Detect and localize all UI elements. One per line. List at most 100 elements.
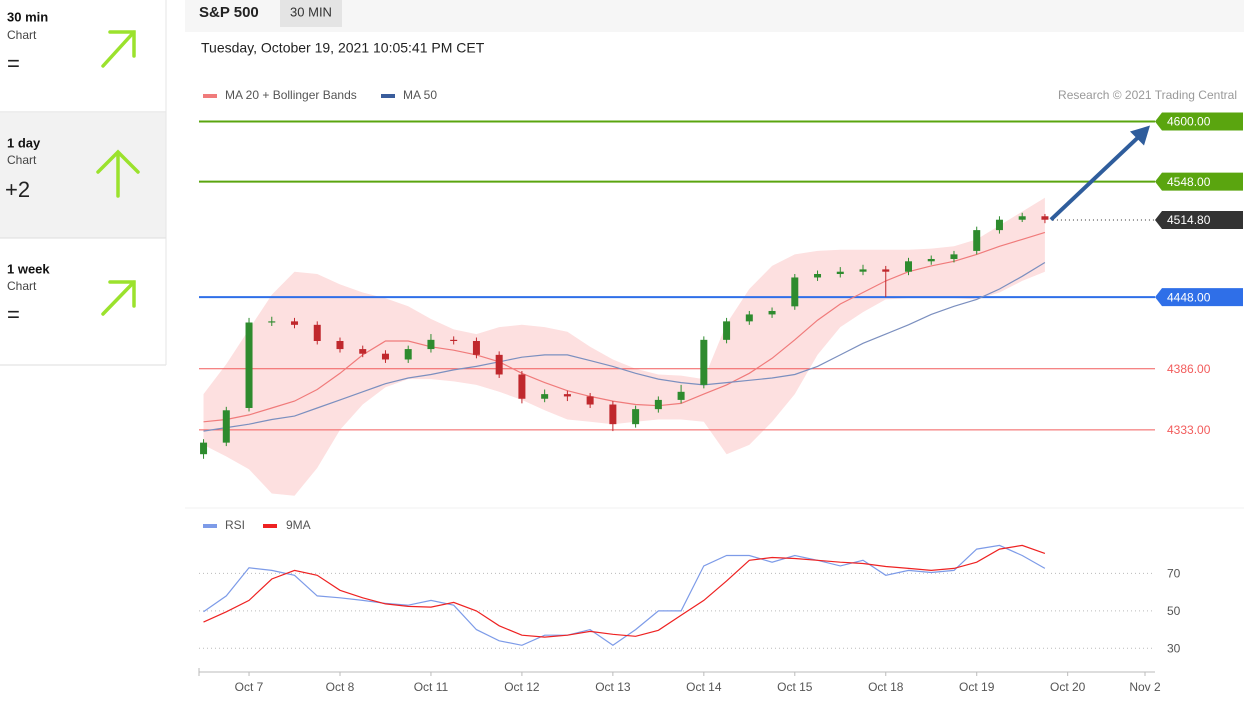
candle-body [381,353,389,360]
period: 1 day [7,135,41,150]
arrow-icon [96,149,140,198]
level-label: 4386.00 [1167,362,1211,376]
candle-body [791,277,799,307]
level-tag [1155,172,1243,191]
bollinger-band [203,197,1045,496]
datetime: Tuesday, October 19, 2021 10:05:41 PM CE… [201,40,485,56]
candle-body [450,339,458,341]
legend-swatch [203,94,217,98]
legend-label: 9MA [286,518,311,532]
legend-swatch [263,524,277,528]
candle-body [586,396,594,405]
signal: = [7,51,20,76]
plot-area: 4600.00 4548.00 4514.80 4448.00 4386.00 4333.… [198,112,1243,694]
x-tick-label: Oct 15 [777,680,813,694]
x-tick-label: Oct 13 [595,680,631,694]
symbol: S&P 500 [199,4,259,21]
sidebar-item[interactable]: 1 day Chart +2 [0,113,166,239]
candle-body [859,269,867,272]
signal: = [7,302,20,327]
candle-body [359,349,367,354]
candle-body [1041,216,1049,220]
candle-body [745,314,753,322]
x-tick-label: Oct 12 [504,680,540,694]
arrow-icon [101,30,136,68]
candle-body [768,310,776,315]
candle-body [336,340,344,350]
interval: 30 MIN [290,4,332,19]
candle-body [632,409,640,425]
candle-body [723,321,731,340]
candle-body [404,349,412,360]
candle-body [654,399,662,410]
x-tick-label: Oct 8 [326,680,355,694]
legend-swatch [381,94,395,98]
item-label: Chart [7,153,37,167]
header-bar [185,0,1244,32]
legend-swatch [203,524,217,528]
x-tick-label: Nov 2 [1129,680,1161,694]
y-tick-label: 30 [1167,641,1181,655]
item-label: Chart [7,28,37,42]
candle-body [973,230,981,251]
y-tick-label: 50 [1167,604,1181,618]
candle-body [700,339,708,385]
candle-body [995,219,1003,231]
x-tick-label: Oct 20 [1050,680,1086,694]
item-bg [0,113,166,238]
candle-body [518,374,526,399]
candle-body [609,404,617,425]
period: 1 week [7,261,50,276]
candle-body [245,322,253,408]
candle-body [677,391,685,400]
sidebar [0,0,166,704]
x-tick-label: Oct 7 [235,680,264,694]
x-tick-label: Oct 18 [868,680,904,694]
candle-body [313,324,321,341]
interval-tag[interactable] [280,0,342,27]
x-tick-label: Oct 19 [959,680,995,694]
forecast-arrow [1049,134,1142,222]
x-tick-label: Oct 14 [686,680,722,694]
sidebar-item[interactable]: 30 min Chart = [0,9,166,113]
item-label: Chart [7,279,37,293]
level-tag [1155,210,1243,229]
rsi-line [203,544,1046,638]
candle-body [950,254,958,259]
candle-body [222,410,230,443]
candle-body [541,394,549,399]
signal: +2 [5,177,30,202]
ma-line [203,261,1046,432]
candle-body [472,340,480,355]
candle-body [814,274,822,278]
candle-body [927,258,935,262]
forecast-arrowhead [1130,125,1150,146]
level-tag [1155,288,1243,307]
arrow-icon [101,280,136,316]
rsi-line [203,544,1046,647]
period: 30 min [7,9,48,24]
legend-label: RSI [225,518,245,532]
x-tick-label: Oct 11 [414,680,449,694]
candle-body [836,271,844,275]
level-label: 4448.00 [1167,290,1211,304]
candle-body [200,442,208,455]
candle-body [904,261,912,272]
level-label: 4514.80 [1167,213,1211,227]
credit: Research © 2021 Trading Central [1058,88,1237,102]
level-tag [1155,112,1243,131]
y-tick-label: 70 [1167,567,1181,581]
sidebar-item[interactable]: 1 week Chart = [0,261,166,366]
candle-body [268,321,276,323]
candle-body [882,269,890,272]
level-label: 4548.00 [1167,175,1211,189]
candle-body [495,354,503,375]
candle-body [563,394,571,397]
legend-label: MA 20 + Bollinger Bands [225,88,357,102]
legend-label: MA 50 [403,88,437,102]
level-label: 4333.00 [1167,423,1211,437]
level-label: 4600.00 [1167,115,1211,129]
candle-body [1018,216,1026,220]
candle-body [427,339,435,350]
